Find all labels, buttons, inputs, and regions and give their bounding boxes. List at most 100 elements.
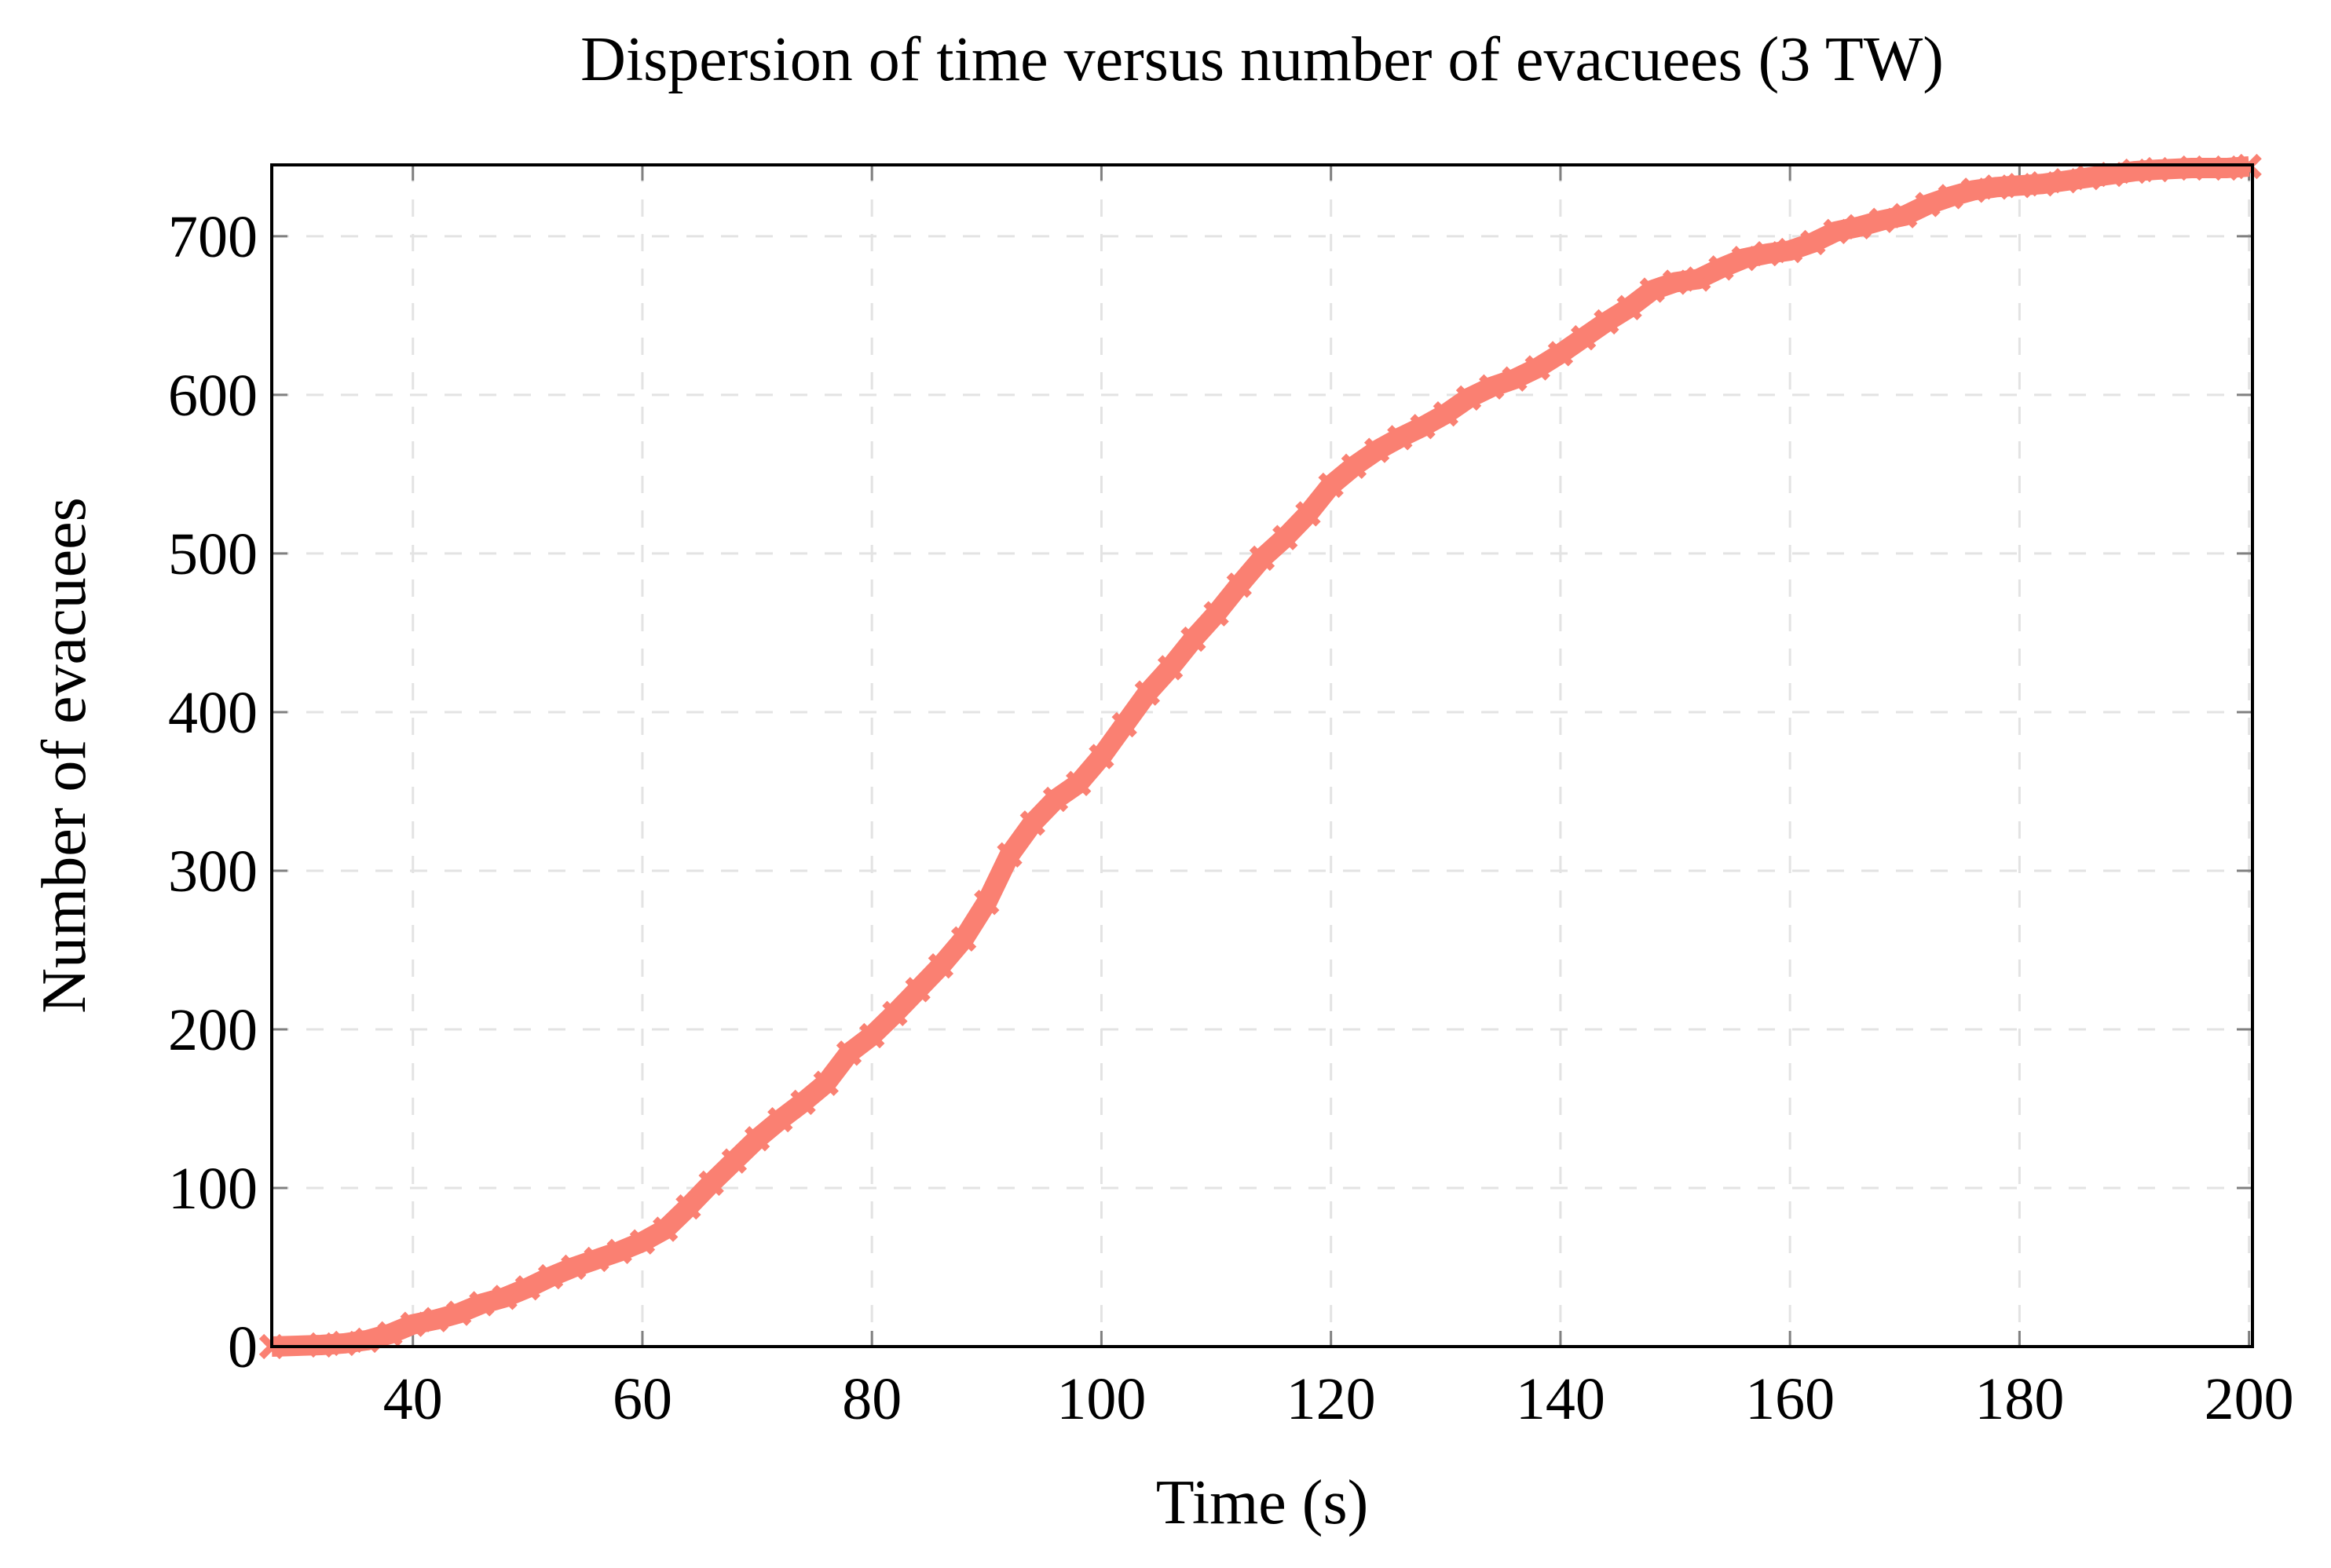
- y-tick-label: 300: [168, 839, 258, 905]
- ticks: [272, 165, 2252, 1348]
- data-point-marker: [1410, 414, 1436, 440]
- data-point-marker: [400, 1311, 426, 1337]
- x-tick-label: 200: [2205, 1366, 2294, 1432]
- data-point-marker: [1938, 184, 1963, 210]
- data-point-marker: [1662, 269, 1689, 295]
- data-point-marker: [1134, 680, 1161, 706]
- data-point-marker: [1066, 770, 1092, 797]
- data-point-marker: [1777, 237, 1803, 264]
- y-tick-label: 0: [228, 1314, 258, 1380]
- data-point-marker: [1363, 437, 1390, 463]
- data-point-marker: [1547, 341, 1574, 367]
- y-tick-label: 200: [168, 997, 258, 1063]
- series-line: [271, 156, 2250, 1357]
- data-point-marker: [2052, 168, 2079, 194]
- data-point-marker: [331, 1330, 357, 1357]
- data-point-marker: [1042, 786, 1069, 813]
- y-axis-label: Number of evacuees: [30, 497, 99, 1013]
- data-point-marker: [1524, 355, 1550, 381]
- data-point-marker: [1639, 277, 1665, 303]
- plot-frame: [270, 163, 2254, 1348]
- data-point-marker: [2144, 156, 2170, 183]
- data-point-marker: [1295, 501, 1321, 527]
- data-point-marker: [1111, 711, 1137, 738]
- data-point-marker: [675, 1194, 701, 1220]
- data-point-marker: [2179, 155, 2205, 181]
- data-point-marker: [1502, 366, 1528, 392]
- data-point-marker: [1479, 374, 1505, 400]
- series: [258, 153, 2262, 1360]
- data-point-marker: [744, 1126, 770, 1152]
- data-point-marker: [1892, 203, 1918, 228]
- data-point-marker: [1800, 229, 1826, 256]
- x-tick-label: 180: [1974, 1366, 2064, 1432]
- data-point-marker: [698, 1170, 724, 1197]
- x-tick-label: 60: [613, 1366, 672, 1432]
- data-point-marker: [1754, 240, 1780, 267]
- data-point-marker: [905, 977, 931, 1003]
- data-point-marker: [1089, 744, 1114, 769]
- data-point-marker: [1823, 218, 1849, 245]
- data-point-marker: [813, 1070, 839, 1096]
- data-point-marker: [1019, 810, 1045, 836]
- data-point-marker: [1180, 626, 1206, 652]
- data-point-marker: [721, 1148, 748, 1174]
- data-point-marker: [1249, 545, 1275, 572]
- data-point-marker: [1203, 601, 1229, 627]
- x-tick-label: 140: [1516, 1366, 1605, 1432]
- grid: [272, 165, 2252, 1348]
- x-tick-label: 40: [383, 1366, 443, 1432]
- data-point-marker: [1708, 255, 1734, 281]
- data-point-marker: [492, 1285, 518, 1310]
- data-point-marker: [836, 1040, 862, 1066]
- data-point-marker: [882, 1000, 908, 1026]
- data-point-marker: [1616, 294, 1642, 320]
- x-tick-label: 100: [1056, 1366, 1146, 1432]
- data-point-marker: [1846, 214, 1872, 239]
- data-point-marker: [1915, 192, 1941, 217]
- x-tick-label: 120: [1286, 1366, 1376, 1432]
- data-point-marker: [2075, 164, 2102, 191]
- data-point-marker: [445, 1300, 472, 1326]
- data-point-marker: [1226, 572, 1252, 598]
- data-point-marker: [308, 1332, 335, 1358]
- data-point-marker: [1983, 174, 2010, 200]
- data-point-marker: [1731, 246, 1757, 272]
- data-point-marker: [928, 952, 954, 979]
- data-point-marker: [2007, 173, 2033, 199]
- data-point-marker: [629, 1229, 656, 1255]
- data-point-marker: [2236, 153, 2262, 180]
- data-point-marker: [1341, 453, 1367, 480]
- data-point-marker: [1594, 309, 1619, 335]
- data-point-marker: [561, 1254, 587, 1281]
- data-point-marker: [2029, 171, 2055, 197]
- data-point-marker: [469, 1291, 495, 1317]
- data-point-marker: [1685, 266, 1711, 292]
- data-point-marker: [950, 926, 977, 952]
- data-point-marker: [606, 1238, 632, 1264]
- data-point-marker: [974, 890, 1000, 916]
- data-point-marker: [997, 842, 1023, 868]
- data-point-marker: [1157, 655, 1184, 681]
- data-point-marker: [2213, 155, 2239, 181]
- tick-labels: 40 60 80 100 120 140 160 180 200 0 100 200 300 400 500…: [168, 204, 2294, 1432]
- data-point-marker: [1433, 400, 1458, 427]
- data-point-marker: [377, 1321, 403, 1347]
- data-point-marker: [859, 1022, 885, 1049]
- data-point-marker: [1455, 385, 1482, 411]
- y-tick-label: 100: [168, 1156, 258, 1222]
- y-tick-label: 400: [168, 680, 258, 746]
- y-tick-label: 600: [168, 363, 258, 429]
- y-tick-label: 500: [168, 521, 258, 587]
- chart-title: Dispersion of time versus number of evac…: [580, 25, 1944, 94]
- data-point-marker: [514, 1275, 541, 1301]
- data-point-marker: [423, 1307, 449, 1332]
- data-point-marker: [584, 1246, 609, 1273]
- data-point-marker: [790, 1089, 816, 1116]
- data-point-marker: [1570, 325, 1597, 351]
- data-point-marker: [1318, 472, 1344, 499]
- data-point-marker: [653, 1216, 679, 1242]
- data-point-marker: [2099, 161, 2124, 188]
- data-point-marker: [537, 1263, 564, 1290]
